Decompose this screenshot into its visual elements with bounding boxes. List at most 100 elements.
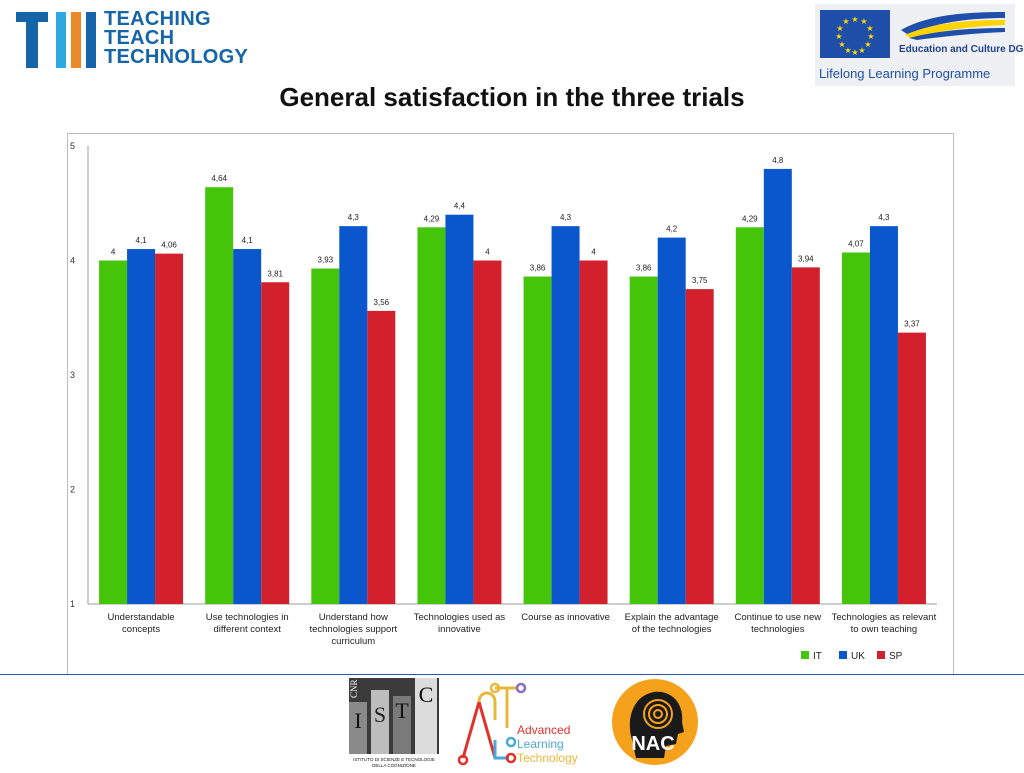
data-label: 3,94 <box>798 254 814 263</box>
data-label: 3,93 <box>318 256 334 265</box>
bar-sp <box>579 260 608 604</box>
eu-lifelong-learning-logo: ★ ★ ★ ★ ★ ★ ★ ★ ★ ★ ★ ★ Education and Cu… <box>815 4 1023 86</box>
chart-frame: 1 2 3 4 5 4 4,1 4,06 Understandable concepts 4,64 4… <box>67 133 954 675</box>
data-label: 4,1 <box>136 236 148 245</box>
logo-line-2: TEACH <box>104 27 175 49</box>
cnr-letter-c: C <box>419 682 434 707</box>
bar-it <box>523 276 552 604</box>
data-label: 3,75 <box>692 276 708 285</box>
bar-sp <box>897 332 926 604</box>
alt-line-3: Technology <box>517 751 578 765</box>
data-label: 3,56 <box>374 298 390 307</box>
svg-text:★: ★ <box>844 46 851 55</box>
data-label: 4,2 <box>666 225 678 234</box>
data-label: 4,64 <box>211 174 227 183</box>
eu-dg-label: Education and Culture DG <box>899 44 1024 55</box>
bar-it <box>311 268 340 604</box>
nac-text: NAC <box>631 733 674 755</box>
cnr-istc-logo: CNR I S T C ISTITUTO DI SCIENZE E TECNOL… <box>349 678 439 768</box>
bar-uk <box>445 214 474 604</box>
x-category-label: Use technologies in <box>206 612 289 623</box>
legend-swatch-uk <box>839 651 847 659</box>
svg-text:★: ★ <box>864 40 871 49</box>
x-category-label: Explain the advantage <box>625 612 719 623</box>
x-category-label: Course as innovative <box>521 612 610 623</box>
x-category-label: Technologies used as <box>414 612 506 623</box>
y-tick-label: 4 <box>70 256 75 266</box>
bar-sp <box>155 253 184 604</box>
legend-label-sp: SP <box>889 651 903 662</box>
cnr-letter-s: S <box>374 702 386 727</box>
cnr-caption-2: DELLA COGNIZIONE <box>372 763 416 768</box>
x-category-label: Understand how <box>319 612 388 623</box>
data-label: 3,37 <box>904 320 920 329</box>
logo-t-stem <box>26 12 38 68</box>
svg-text:★: ★ <box>835 32 842 41</box>
data-label: 4,3 <box>560 213 572 222</box>
bar-sp <box>685 289 714 604</box>
legend-swatch-sp <box>877 651 885 659</box>
cnr-caption-1: ISTITUTO DI SCIENZE E TECNOLOGIE <box>353 757 435 762</box>
svg-text:★: ★ <box>860 17 867 26</box>
bar-it <box>99 260 128 604</box>
eu-flag-icon: ★ ★ ★ ★ ★ ★ ★ ★ ★ ★ ★ ★ <box>820 10 890 58</box>
bar-sp <box>791 267 820 604</box>
data-label: 4,3 <box>348 213 360 222</box>
bar-uk <box>869 226 898 604</box>
svg-text:★: ★ <box>867 32 874 41</box>
x-category-label: Continue to use new <box>735 612 822 623</box>
bar-it <box>205 187 234 604</box>
bar-it <box>417 227 446 605</box>
alt-line-1: Advanced <box>517 723 570 737</box>
bar-uk <box>339 226 368 604</box>
x-category-label: concepts <box>122 624 160 635</box>
bar-it <box>735 227 764 605</box>
footer-divider <box>0 674 1024 675</box>
svg-text:★: ★ <box>858 46 865 55</box>
cnr-letter-t: T <box>395 698 409 723</box>
bar-uk <box>127 249 156 605</box>
x-category-label: technologies support <box>309 624 397 635</box>
y-tick-label: 3 <box>70 370 75 380</box>
logo-line-1: TEACHING <box>104 8 211 30</box>
svg-text:★: ★ <box>851 15 858 24</box>
y-tick-label: 2 <box>70 485 75 495</box>
data-label: 4,1 <box>242 236 254 245</box>
bar-sp <box>367 310 396 604</box>
data-label: 4 <box>485 248 490 257</box>
advanced-learning-technology-logo: Advanced Learning Technology <box>455 680 595 768</box>
logo-line-3: TECHNOLOGY <box>104 46 249 68</box>
data-label: 3,81 <box>267 269 283 278</box>
cnr-letter-i: I <box>354 708 361 733</box>
bar-uk <box>551 226 580 604</box>
data-label: 4,06 <box>161 241 177 250</box>
legend-swatch-it <box>801 651 809 659</box>
data-label: 4 <box>591 248 596 257</box>
data-label: 4,29 <box>742 214 758 223</box>
x-category-label: different context <box>213 624 281 635</box>
bar-it <box>841 252 870 605</box>
x-category-label: Understandable <box>108 612 175 623</box>
svg-text:★: ★ <box>842 17 849 26</box>
svg-text:★: ★ <box>838 40 845 49</box>
data-label: 4,3 <box>878 213 890 222</box>
x-category-label: curriculum <box>331 636 375 647</box>
bar-sp <box>261 282 290 604</box>
legend-label-uk: UK <box>851 651 865 662</box>
bar-it <box>629 276 658 604</box>
bar-uk <box>233 249 262 605</box>
data-label: 3,86 <box>530 264 546 273</box>
svg-text:★: ★ <box>836 24 843 33</box>
eu-swoosh-icon <box>901 12 1005 40</box>
bar-uk <box>657 237 686 604</box>
data-label: 4,29 <box>424 214 440 223</box>
y-tick-label: 5 <box>70 141 75 151</box>
svg-text:★: ★ <box>851 48 858 57</box>
x-category-label: to own teaching <box>851 624 918 635</box>
nac-logo: NAC <box>610 678 700 766</box>
bar-sp <box>473 260 502 604</box>
x-category-label: innovative <box>438 624 481 635</box>
legend-label-it: IT <box>813 651 822 662</box>
data-label: 4,07 <box>848 239 864 248</box>
